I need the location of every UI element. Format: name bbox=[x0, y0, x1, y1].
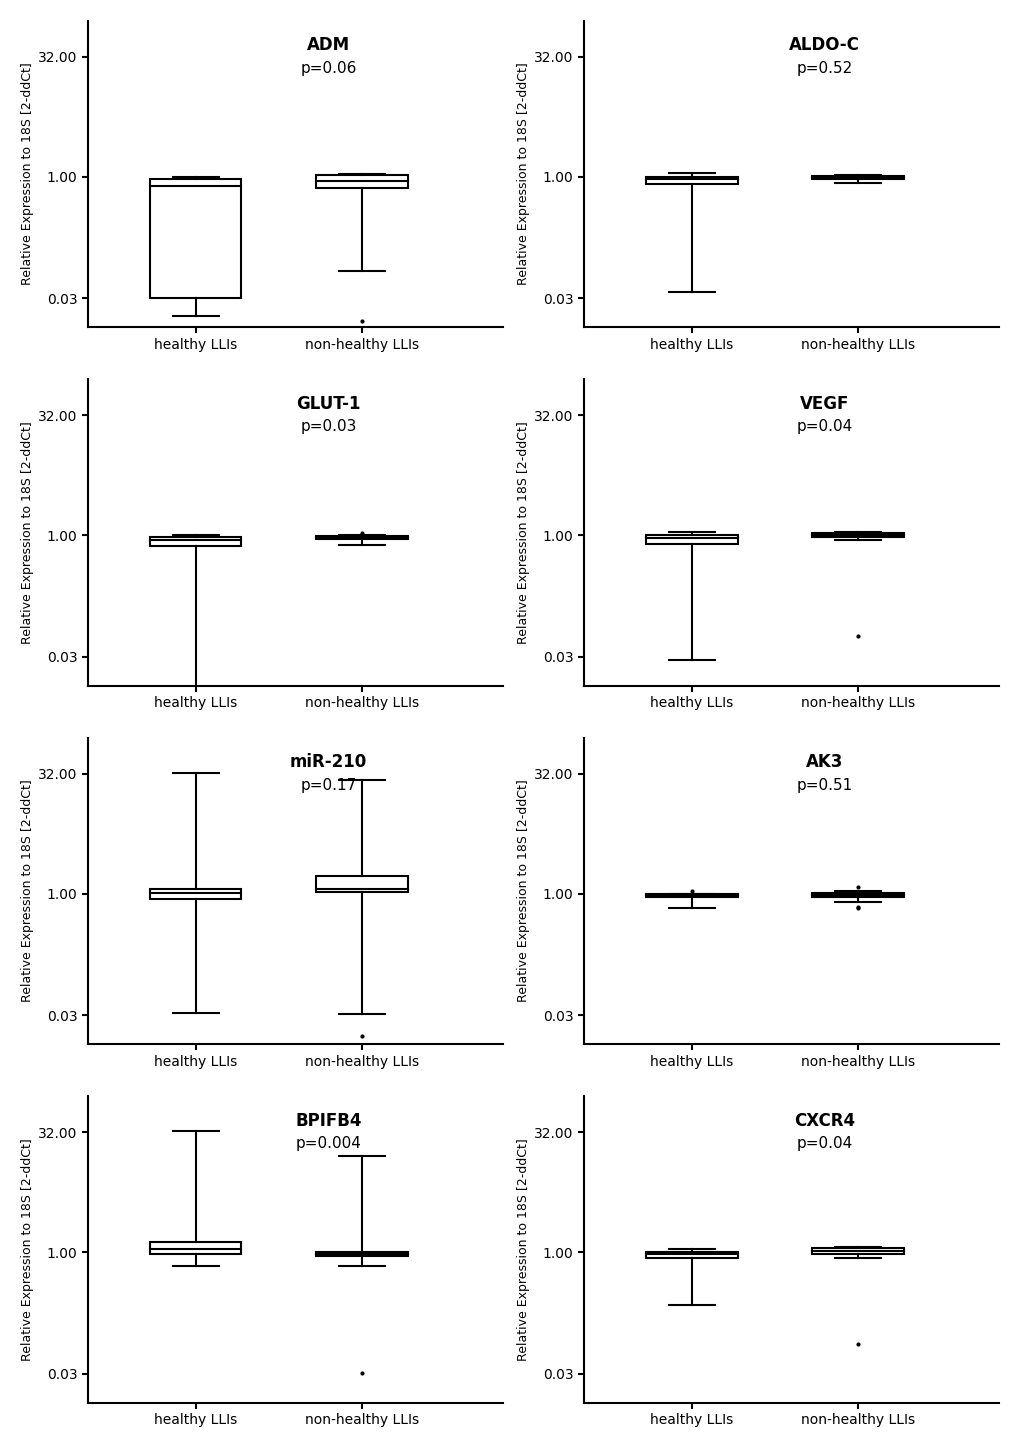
Text: p=0.04: p=0.04 bbox=[796, 1137, 852, 1151]
Y-axis label: Relative Expression to 18S [2-ddCt]: Relative Expression to 18S [2-ddCt] bbox=[517, 421, 530, 644]
Text: p=0.04: p=0.04 bbox=[796, 418, 852, 434]
Text: p=0.06: p=0.06 bbox=[301, 61, 357, 75]
Y-axis label: Relative Expression to 18S [2-ddCt]: Relative Expression to 18S [2-ddCt] bbox=[517, 779, 530, 1002]
Text: p=0.03: p=0.03 bbox=[301, 418, 357, 434]
Text: BPIFB4: BPIFB4 bbox=[296, 1112, 362, 1129]
Text: ALDO-C: ALDO-C bbox=[789, 36, 859, 54]
Text: p=0.51: p=0.51 bbox=[796, 778, 852, 792]
Bar bbox=[646, 177, 737, 184]
Bar bbox=[646, 536, 737, 544]
Bar bbox=[811, 893, 903, 898]
Bar bbox=[811, 533, 903, 537]
Bar bbox=[316, 175, 408, 188]
Y-axis label: Relative Expression to 18S [2-ddCt]: Relative Expression to 18S [2-ddCt] bbox=[20, 62, 34, 285]
Text: ADM: ADM bbox=[307, 36, 350, 54]
Y-axis label: Relative Expression to 18S [2-ddCt]: Relative Expression to 18S [2-ddCt] bbox=[517, 62, 530, 285]
Text: CXCR4: CXCR4 bbox=[794, 1112, 855, 1129]
Bar bbox=[646, 1253, 737, 1258]
Y-axis label: Relative Expression to 18S [2-ddCt]: Relative Expression to 18S [2-ddCt] bbox=[20, 779, 34, 1002]
Y-axis label: Relative Expression to 18S [2-ddCt]: Relative Expression to 18S [2-ddCt] bbox=[20, 1138, 34, 1361]
Bar bbox=[150, 180, 242, 298]
Bar bbox=[316, 536, 408, 539]
Text: GLUT-1: GLUT-1 bbox=[297, 395, 361, 413]
Bar bbox=[150, 889, 242, 899]
Text: p=0.17: p=0.17 bbox=[301, 778, 357, 792]
Y-axis label: Relative Expression to 18S [2-ddCt]: Relative Expression to 18S [2-ddCt] bbox=[517, 1138, 530, 1361]
Bar bbox=[646, 893, 737, 898]
Text: AK3: AK3 bbox=[805, 753, 843, 772]
Text: p=0.52: p=0.52 bbox=[796, 61, 852, 75]
Text: VEGF: VEGF bbox=[799, 395, 849, 413]
Bar bbox=[150, 1242, 242, 1254]
Y-axis label: Relative Expression to 18S [2-ddCt]: Relative Expression to 18S [2-ddCt] bbox=[20, 421, 34, 644]
Bar bbox=[316, 876, 408, 892]
Text: miR-210: miR-210 bbox=[289, 753, 367, 772]
Text: p=0.004: p=0.004 bbox=[296, 1137, 361, 1151]
Bar bbox=[316, 1251, 408, 1255]
Bar bbox=[811, 177, 903, 180]
Bar bbox=[811, 1248, 903, 1254]
Bar bbox=[150, 537, 242, 546]
